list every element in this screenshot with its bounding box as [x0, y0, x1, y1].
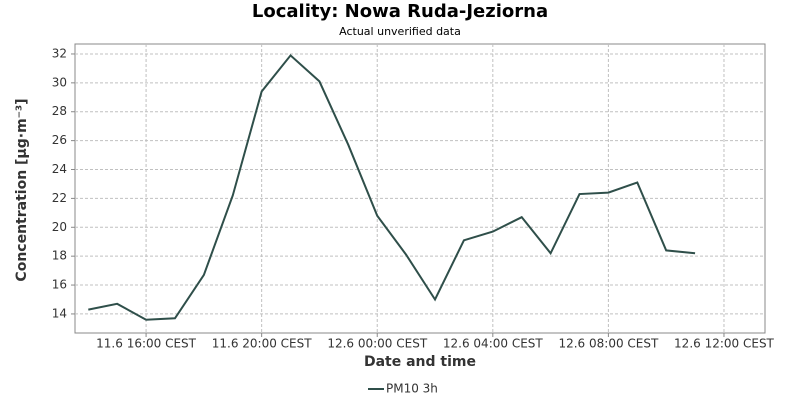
- y-tick-label: 20: [52, 220, 67, 234]
- chart-subtitle: Actual unverified data: [339, 25, 461, 38]
- y-tick-label: 26: [52, 133, 67, 147]
- x-tick-label: 12.6 08:00 CEST: [558, 337, 659, 351]
- y-tick-label: 24: [52, 162, 67, 176]
- x-tick-label: 12.6 00:00 CEST: [327, 337, 428, 351]
- y-axis-label: Concentration [µg·m⁻³]: [14, 98, 30, 281]
- y-tick-label: 32: [52, 46, 67, 60]
- plot-area: [74, 43, 766, 334]
- chart-title: Locality: Nowa Ruda-Jeziorna: [252, 1, 548, 22]
- y-tick-label: 30: [52, 75, 67, 89]
- x-axis-label: Date and time: [364, 354, 476, 370]
- data-line: [88, 53, 696, 321]
- y-tick-label: 22: [52, 191, 67, 205]
- y-tick-label: 14: [52, 306, 67, 320]
- x-tick-label: 11.6 20:00 CEST: [212, 337, 313, 351]
- x-tick-label: 12.6 12:00 CEST: [674, 337, 775, 351]
- x-tick-label: 11.6 16:00 CEST: [96, 337, 197, 351]
- y-tick-label: 18: [52, 249, 67, 263]
- y-tick-label: 28: [52, 104, 67, 118]
- x-tick-label: 12.6 04:00 CEST: [443, 337, 544, 351]
- legend-label: PM10 3h: [386, 382, 438, 396]
- y-tick-label: 16: [52, 278, 67, 292]
